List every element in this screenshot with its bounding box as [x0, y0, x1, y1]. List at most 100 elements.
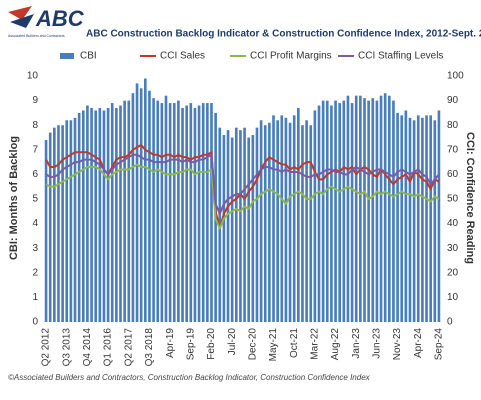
x-tick-label: Aug-22	[330, 328, 341, 361]
bar	[77, 112, 81, 323]
bar	[354, 95, 358, 323]
bar	[367, 100, 370, 322]
y-tick-label: 5	[32, 194, 38, 205]
bar	[330, 105, 333, 323]
bar	[433, 120, 437, 322]
bar	[197, 105, 201, 323]
bar	[230, 137, 234, 322]
bar	[350, 103, 354, 322]
bar	[375, 100, 379, 322]
y2-axis-title: CCI: Confidence Reading	[464, 132, 476, 264]
y-tick-label: 0	[32, 317, 38, 328]
y-axis-title: CBI: Months of Backlog	[8, 136, 20, 260]
bar	[160, 103, 164, 322]
bar	[321, 100, 325, 322]
bar	[110, 103, 114, 322]
bar	[119, 105, 122, 323]
bar	[280, 115, 284, 322]
bar	[284, 117, 288, 322]
x-tick-label: Apr-24	[413, 328, 424, 358]
bar	[408, 117, 412, 322]
bar	[86, 105, 89, 323]
bar	[81, 110, 85, 322]
y-tick-label: 6	[32, 169, 38, 180]
bar	[359, 95, 362, 323]
bar	[425, 115, 428, 322]
bar	[276, 120, 279, 322]
x-tick-label: Q3 2013	[61, 328, 72, 367]
legend-label: CCI Staffing Levels	[358, 51, 443, 62]
bar	[297, 107, 300, 322]
legend-label: CBI	[80, 51, 97, 62]
y2-tick-label: 30	[447, 243, 459, 254]
x-tick-label: Apr-19	[165, 328, 176, 358]
y-tick-label: 4	[32, 218, 38, 229]
y-tick-label: 8	[32, 120, 38, 131]
y-tick-label: 3	[32, 243, 38, 254]
bar	[222, 135, 226, 322]
footer: ©Associated Builders and Contractors, Co…	[8, 373, 371, 382]
bar	[156, 100, 160, 322]
x-tick-label: Dec-20	[247, 328, 258, 361]
x-tick-label: Sep-24	[434, 328, 445, 361]
bar	[429, 115, 432, 322]
bar	[44, 139, 48, 322]
x-tick-label: Q1 2016	[103, 328, 114, 367]
bar	[65, 120, 69, 322]
x-tick-label: Nov-23	[392, 328, 403, 361]
logo: ABC Associated Builders and Contractors	[8, 6, 85, 38]
bar	[317, 105, 321, 323]
logo-mark	[8, 6, 32, 20]
y2-tick-label: 20	[447, 267, 459, 278]
logo-mark	[10, 14, 34, 28]
bar	[181, 107, 184, 322]
line	[45, 163, 440, 230]
logo-tagline: Associated Builders and Contractors	[8, 34, 65, 38]
bar	[247, 137, 251, 322]
y-tick-label: 1	[32, 292, 38, 303]
bar	[69, 120, 73, 322]
bar	[272, 115, 275, 322]
bar	[106, 107, 110, 322]
y-tick-label: 9	[32, 95, 38, 106]
y2-tick-label: 10	[447, 292, 459, 303]
bar	[90, 107, 93, 322]
x-tick-label: Jun-23	[372, 328, 383, 359]
bar	[404, 110, 408, 322]
bar	[189, 103, 193, 322]
x-tick-label: Oct-21	[289, 328, 300, 358]
bar	[243, 127, 246, 322]
bar	[148, 90, 151, 322]
bar	[325, 100, 329, 322]
bar	[309, 125, 313, 322]
x-tick-label: Q4 2014	[82, 328, 93, 367]
bar	[135, 83, 139, 322]
bar	[172, 103, 176, 322]
bar	[371, 98, 375, 322]
bar	[61, 125, 64, 322]
y2-tick-label: 80	[447, 120, 459, 131]
x-tick-label: Feb-20	[206, 328, 217, 360]
bar	[346, 95, 350, 323]
bar	[164, 95, 168, 323]
x-tick-label: Mar-22	[310, 328, 321, 360]
bar	[412, 120, 416, 322]
bar	[57, 125, 60, 322]
y2-tick-label: 70	[447, 144, 459, 155]
x-tick-label: May-21	[268, 328, 279, 362]
bar	[102, 110, 106, 322]
x-tick-label: Q3 2018	[144, 328, 155, 367]
bar	[342, 100, 346, 322]
bar	[127, 100, 131, 322]
bar	[379, 95, 383, 323]
bar	[268, 122, 271, 323]
bar	[363, 98, 366, 322]
bar	[263, 125, 267, 322]
bar	[334, 100, 337, 322]
x-tick-label: Jan-23	[351, 328, 362, 359]
x-tick-label: Q2 2017	[123, 328, 134, 367]
bar	[251, 135, 255, 322]
bar	[387, 95, 391, 323]
bar	[210, 103, 213, 322]
bar	[305, 120, 308, 322]
